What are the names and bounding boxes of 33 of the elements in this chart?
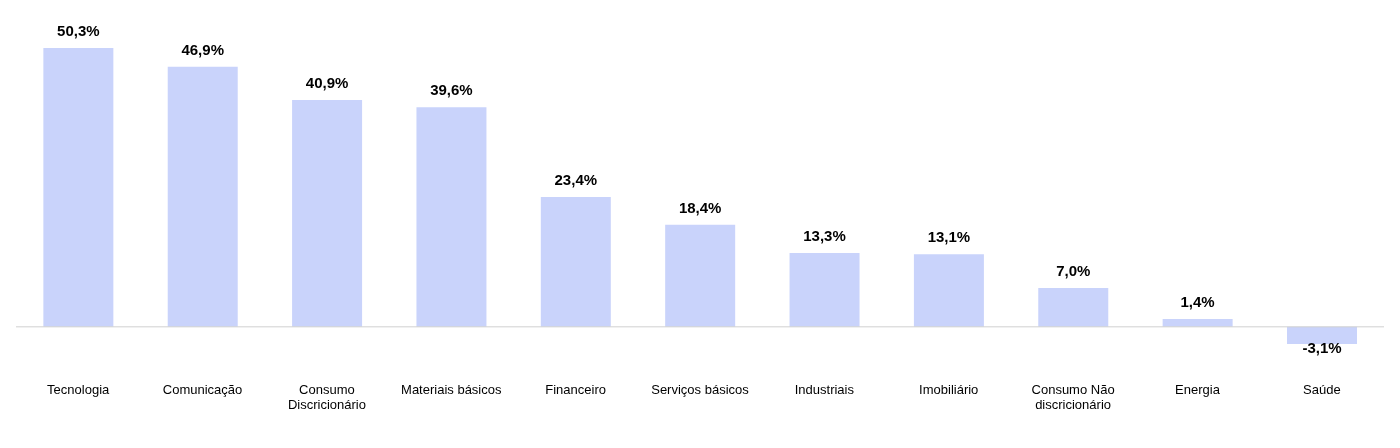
data-label: 1,4%	[1180, 293, 1215, 311]
data-label: 40,9%	[305, 74, 349, 92]
x-tick-label: Energia	[1175, 382, 1221, 397]
bar	[789, 253, 860, 327]
bar	[43, 48, 114, 327]
x-tick-label: Imobiliário	[919, 382, 979, 397]
x-tick-label: Comunicação	[162, 382, 243, 397]
x-tick-label: Materiais básicos	[401, 382, 502, 397]
bar	[167, 66, 238, 327]
data-label: -3,1%	[1302, 338, 1342, 356]
bar	[1162, 319, 1233, 327]
bar	[416, 107, 487, 327]
bar	[913, 254, 984, 327]
bar	[292, 100, 363, 327]
x-tick-label: Consumo Discricionário	[287, 382, 366, 412]
data-label: 46,9%	[181, 40, 224, 58]
data-label: 18,4%	[678, 198, 722, 216]
x-tick-label: Serviços básicos	[651, 382, 750, 397]
x-tick-label: Tecnologia	[47, 382, 111, 397]
bar	[1038, 288, 1109, 327]
data-label: 39,6%	[430, 81, 473, 99]
data-label: 13,1%	[927, 228, 971, 246]
bar	[540, 197, 611, 327]
data-label: 50,3%	[57, 22, 100, 39]
data-label: 7,0%	[1056, 262, 1091, 280]
data-label: 23,4%	[554, 171, 598, 189]
x-tick-label: Industriais	[794, 382, 855, 397]
x-tick-label: Saúde	[1303, 382, 1341, 397]
bar	[1287, 326, 1357, 344]
x-tick-label: Financeiro	[545, 382, 606, 397]
bar	[665, 224, 736, 327]
x-tick-label: Consumo Não discricionário	[1031, 382, 1115, 412]
data-label: 13,3%	[803, 227, 846, 245]
